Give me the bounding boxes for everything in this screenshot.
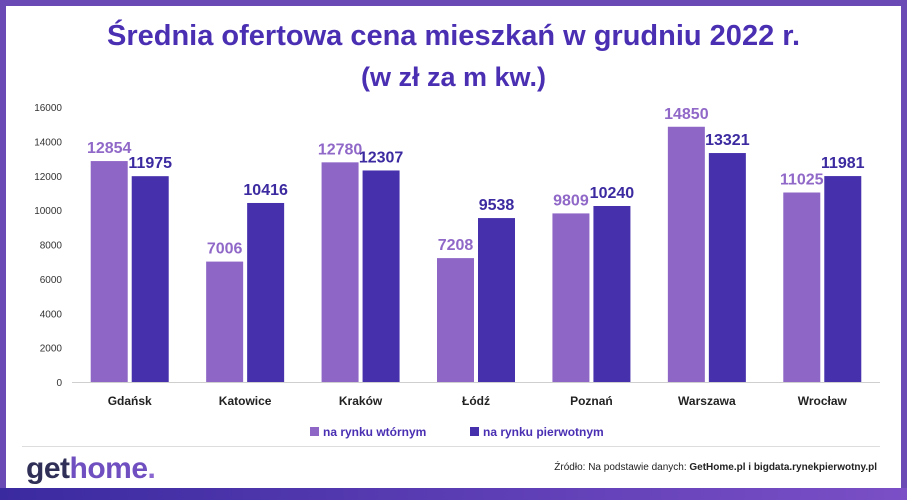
data-label: 7006 <box>207 241 243 258</box>
bar <box>478 218 515 382</box>
bar <box>247 202 285 382</box>
bar <box>824 176 862 382</box>
y-tick-label: 4000 <box>40 309 63 320</box>
bar <box>593 206 631 382</box>
legend-label: na rynku wtórnym <box>323 425 426 439</box>
x-tick-label: Gdańsk <box>108 394 152 408</box>
bottom-strip <box>0 488 907 500</box>
data-label: 13321 <box>705 132 750 149</box>
data-label: 14850 <box>664 106 709 123</box>
data-label: 10240 <box>590 185 635 202</box>
data-label: 11975 <box>128 155 172 172</box>
bar <box>552 213 590 382</box>
footer-divider <box>22 446 880 447</box>
logo-dot: . <box>147 452 156 485</box>
bar <box>131 176 169 382</box>
bar <box>206 261 244 382</box>
x-tick-label: Wrocław <box>798 394 848 408</box>
x-tick-label: Katowice <box>219 394 272 408</box>
y-tick-label: 2000 <box>40 344 63 355</box>
source-names: GetHome.pl i bigdata.rynekpierwotny.pl <box>689 462 877 473</box>
y-tick-label: 8000 <box>40 241 63 252</box>
bar <box>708 153 746 382</box>
data-label: 11025 <box>780 172 824 189</box>
logo-get-text: get <box>26 452 70 485</box>
bar <box>90 161 128 382</box>
logo-home-text: home <box>69 452 149 485</box>
y-tick-label: 10000 <box>34 206 62 217</box>
data-label: 10416 <box>243 182 288 199</box>
x-tick-label: Łódź <box>462 394 490 408</box>
gethome-logo[interactable]: gethome. <box>26 452 156 486</box>
bar <box>437 258 474 382</box>
legend-swatch <box>310 427 319 436</box>
x-tick-label: Kraków <box>339 394 383 408</box>
y-tick-label: 6000 <box>40 275 63 286</box>
x-tick-label: Warszawa <box>678 394 736 408</box>
y-tick-label: 16000 <box>34 103 62 114</box>
bar <box>362 170 400 382</box>
legend-label: na rynku pierwotnym <box>483 425 604 439</box>
y-tick-label: 0 <box>56 378 62 389</box>
bar <box>667 126 705 382</box>
data-label: 12307 <box>359 149 404 166</box>
y-tick-label: 12000 <box>34 172 62 183</box>
data-label: 11981 <box>821 155 865 172</box>
data-label: 9809 <box>553 192 589 209</box>
data-label: 12854 <box>87 140 132 157</box>
legend-swatch <box>470 427 479 436</box>
data-label: 7208 <box>438 237 474 254</box>
bar <box>783 192 821 382</box>
data-label: 9538 <box>479 197 515 214</box>
chart-title: Średnia ofertowa cena mieszkań w grudniu… <box>106 20 800 52</box>
bar <box>321 162 359 382</box>
chart-subtitle: (w zł za m kw.) <box>360 62 547 92</box>
source-note: Źródło: Na podstawie danych: GetHome.pl … <box>554 462 877 473</box>
x-tick-label: Poznań <box>570 394 613 408</box>
data-label: 12780 <box>318 141 363 158</box>
y-tick-label: 14000 <box>34 137 62 148</box>
source-prefix: Źródło: Na podstawie danych: <box>554 462 690 473</box>
